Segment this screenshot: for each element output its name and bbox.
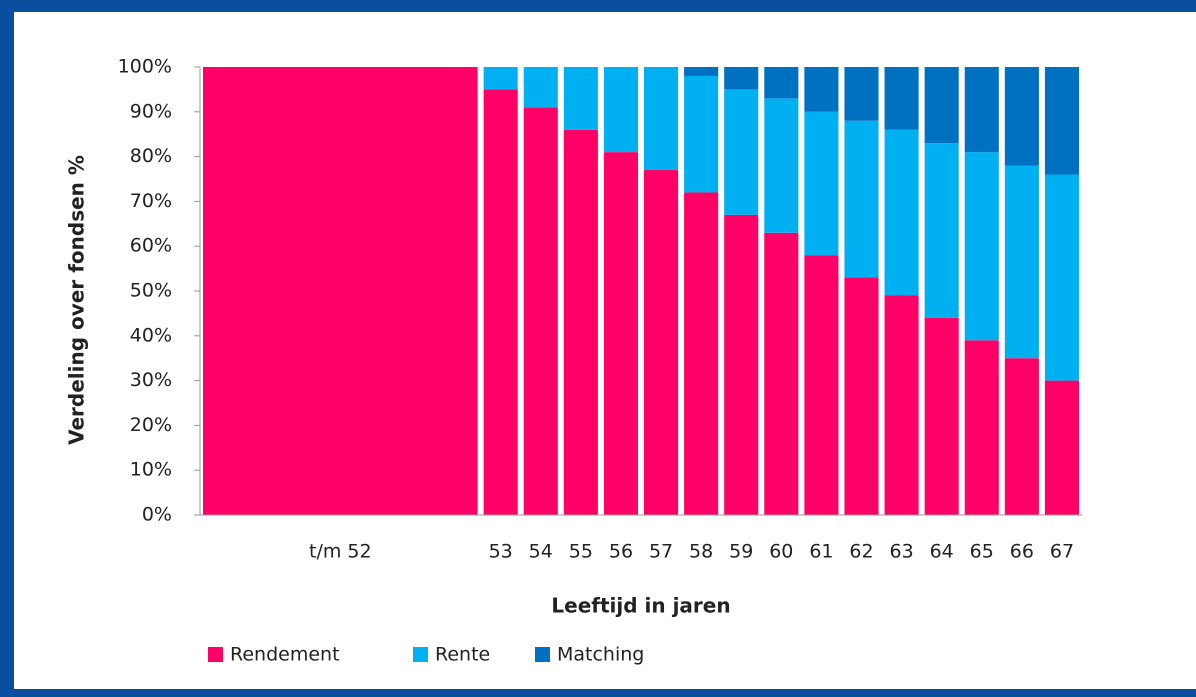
bar-segment	[523, 107, 558, 515]
x-tick-label: 55	[569, 541, 593, 563]
bar-segment	[764, 232, 799, 515]
bar-segment	[483, 67, 518, 90]
x-tick-label: 65	[970, 541, 994, 563]
x-tick-label: t/m 52	[309, 541, 372, 563]
bar-segment	[924, 143, 959, 318]
bar-segment	[1004, 67, 1039, 166]
x-tick-label: 66	[1010, 541, 1034, 563]
bar-segment	[884, 295, 919, 515]
bar-segment	[603, 152, 638, 515]
bar-segment	[964, 340, 999, 515]
x-tick-label: 57	[649, 541, 673, 563]
bar-segment	[844, 67, 879, 121]
bar-segment	[724, 214, 759, 515]
bar-segment	[684, 67, 719, 76]
y-tick-label: 30%	[130, 369, 172, 391]
legend-label: Rendement	[230, 644, 340, 666]
bar-segment	[964, 152, 999, 341]
y-tick-label: 100%	[118, 56, 172, 78]
bar-segment	[684, 192, 719, 515]
y-tick-label: 90%	[130, 100, 172, 122]
legend-label: Matching	[557, 644, 644, 666]
bar-segment	[804, 67, 839, 112]
bar-segment	[1004, 358, 1039, 515]
bar-segment	[764, 98, 799, 233]
y-tick-label: 20%	[130, 414, 172, 436]
bar-segment	[563, 129, 598, 515]
bar-segment	[684, 75, 719, 193]
y-tick-label: 0%	[142, 504, 172, 526]
y-tick-label: 60%	[130, 235, 172, 257]
bar-segment	[483, 89, 518, 516]
x-tick-label: 60	[769, 541, 793, 563]
y-tick-label: 70%	[130, 190, 172, 212]
bar-segment	[764, 67, 799, 99]
x-tick-label: 54	[529, 541, 553, 563]
bar-segment	[804, 255, 839, 515]
bar-segment	[644, 170, 679, 516]
x-tick-label: 67	[1050, 541, 1074, 563]
bar-segment	[1044, 174, 1079, 381]
bar-segment	[804, 111, 839, 256]
x-tick-label: 56	[609, 541, 633, 563]
y-tick-label: 40%	[130, 324, 172, 346]
y-tick-label: 80%	[130, 145, 172, 167]
bar-segment	[644, 67, 679, 171]
x-tick-label: 59	[729, 541, 753, 563]
bar-segment	[964, 67, 999, 153]
x-tick-label: 53	[489, 541, 513, 563]
bar-segment	[724, 89, 759, 215]
legend-label: Rente	[435, 644, 490, 666]
y-tick-label: 10%	[130, 459, 172, 481]
bar-segment	[1004, 165, 1039, 359]
x-tick-label: 62	[849, 541, 873, 563]
x-tick-label: 58	[689, 541, 713, 563]
legend-swatch	[208, 647, 223, 662]
bar-segment	[1044, 67, 1079, 175]
bar-segment	[924, 67, 959, 144]
bar-segment	[844, 120, 879, 278]
bar-segment	[563, 67, 598, 130]
bar-segment	[844, 277, 879, 515]
x-tick-label: 63	[889, 541, 913, 563]
bar-segment	[724, 67, 759, 90]
bar-segment	[924, 317, 959, 515]
bar-segment	[603, 67, 638, 153]
legend-swatch	[535, 647, 550, 662]
y-tick-label: 50%	[130, 280, 172, 302]
bar-segment	[884, 67, 919, 130]
x-tick-label: 64	[930, 541, 954, 563]
y-axis-title: Verdeling over fondsen %	[65, 155, 89, 445]
x-tick-label: 61	[809, 541, 833, 563]
bar-segment	[523, 67, 558, 108]
bar-segment	[1044, 380, 1079, 515]
bar-segment	[203, 67, 478, 515]
x-axis-title: Leeftijd in jaren	[551, 594, 730, 618]
bar-segment	[884, 129, 919, 296]
legend-swatch	[413, 647, 428, 662]
